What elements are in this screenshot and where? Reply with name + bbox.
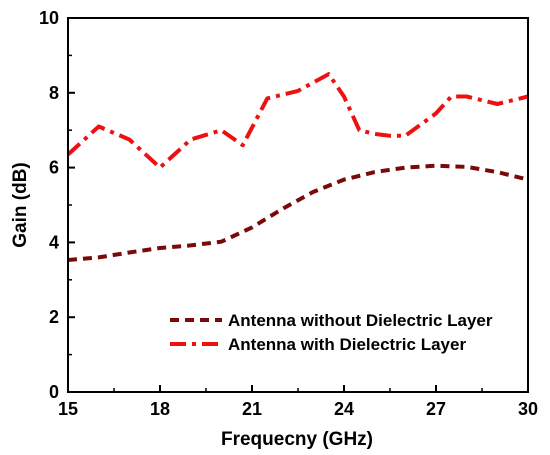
plot-area (66, 72, 529, 262)
x-tick-label: 27 (426, 399, 446, 419)
y-tick-label: 4 (49, 232, 59, 252)
x-tick-label: 21 (242, 399, 262, 419)
x-tick-label: 15 (58, 399, 78, 419)
series-line-1 (67, 163, 529, 262)
y-axis-title: Gain (dB) (10, 162, 31, 248)
y-tick-label: 6 (49, 158, 59, 178)
legend-label-1: Antenna without Dielectric Layer (228, 311, 493, 330)
series-line-2 (66, 72, 529, 170)
x-tick-label: 24 (334, 399, 354, 419)
x-tick-label: 30 (518, 399, 538, 419)
legend: Antenna without Dielectric Layer Antenna … (170, 311, 493, 354)
y-tick-label: 8 (49, 83, 59, 103)
y-tick-label: 2 (49, 307, 59, 327)
legend-label-2: Antenna with Dielectric Layer (228, 335, 466, 354)
y-tick-label: 0 (49, 382, 59, 402)
y-tick-label: 10 (39, 8, 59, 28)
x-tick-label: 18 (150, 399, 170, 419)
x-axis-title: Frequecny (GHz) (221, 429, 373, 450)
